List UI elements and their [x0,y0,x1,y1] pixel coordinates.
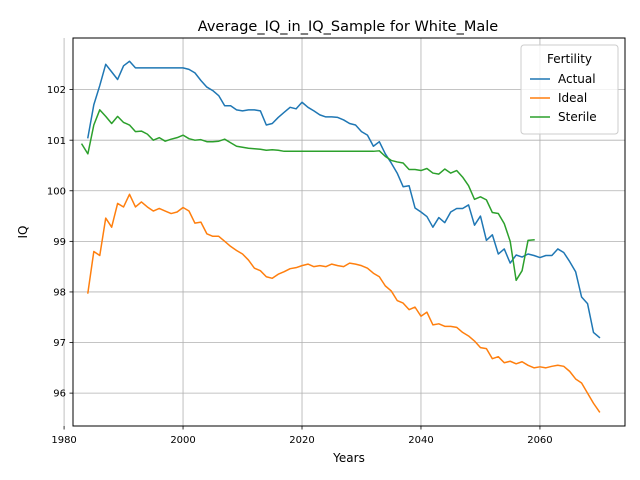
y-tick-label: 96 [53,389,66,400]
y-tick-label: 100 [47,186,66,197]
y-tick-label: 101 [47,136,66,147]
legend-title: Fertility [547,52,592,66]
x-tick-label: 2020 [289,435,314,446]
legend-entries: Actual Ideal Sterile [530,72,597,124]
series-line-sterile [80,109,535,282]
chart-title: Average_IQ_in_IQ_Sample for White_Male [198,19,499,35]
series-line-actual [86,60,601,339]
y-axis-label: IQ [16,226,30,239]
x-tick-label: 2040 [408,435,433,446]
legend-label-ideal: Ideal [558,91,587,105]
x-axis-label: Years [332,451,365,465]
y-tick-label: 102 [47,85,66,96]
series-line-ideal [87,193,601,413]
y-tick-label: 99 [53,237,66,248]
legend-box [520,44,619,135]
x-tick-label: 1980 [51,435,76,446]
x-tick-label: 2060 [527,435,552,446]
y-tick-label: 97 [53,338,66,349]
series-group [80,60,601,413]
y-tick-label: 98 [53,288,66,299]
plot-frame [72,37,626,427]
x-tick-label: 2000 [170,435,195,446]
legend: Fertility Actual Ideal Sterile [520,44,619,135]
legend-label-actual: Actual [558,72,596,86]
legend-label-sterile: Sterile [558,110,597,124]
axis-ticks: 1980 2000 2020 2040 2060 96 97 98 99 100 101 102 [47,85,553,446]
